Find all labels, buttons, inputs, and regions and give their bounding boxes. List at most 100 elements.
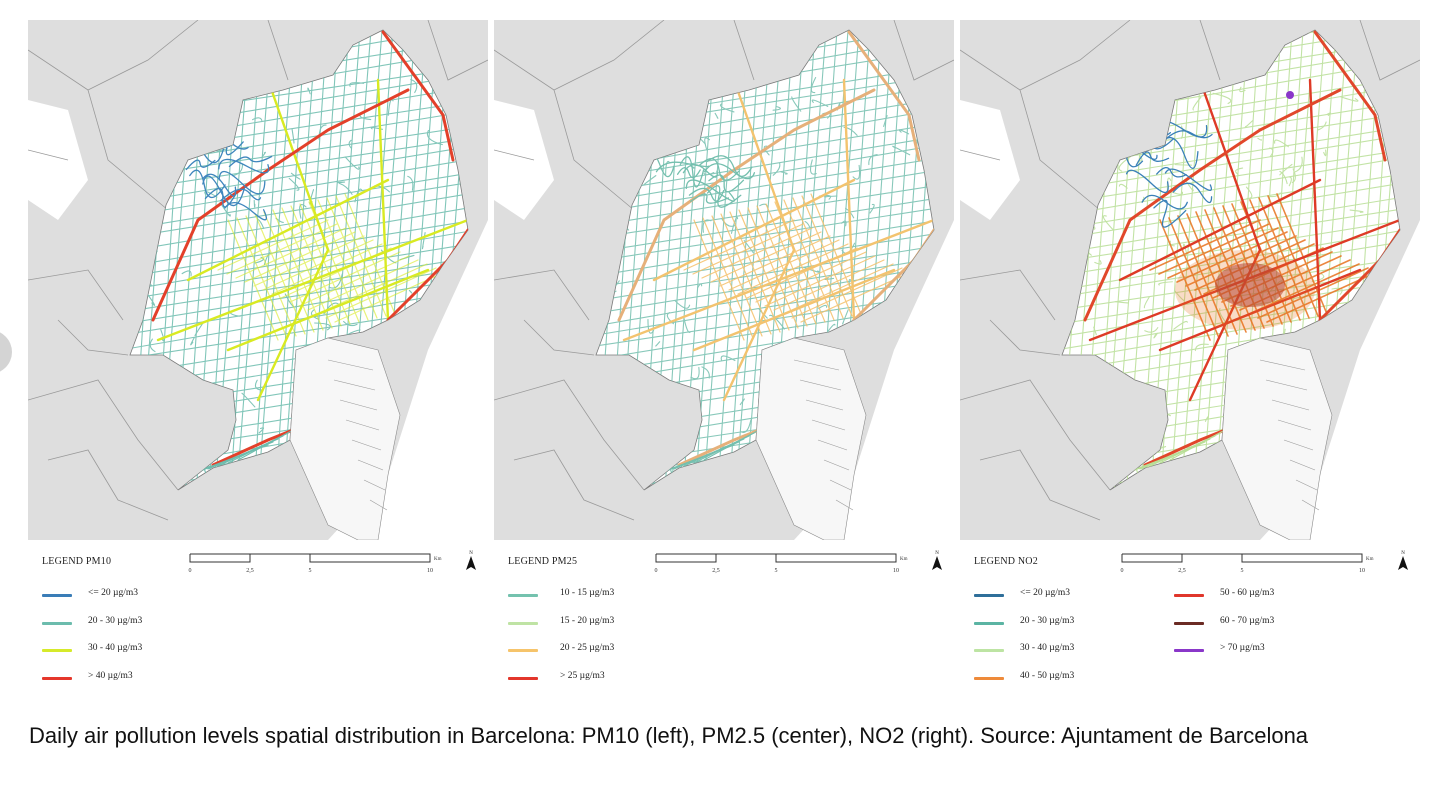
scale-tick-label: 2,5	[246, 568, 254, 574]
legend-pm25: LEGEND PM25 0 2,5 5 10 Km N 10 - 15 µg/m3 15 - …	[494, 548, 954, 698]
boundary-line	[494, 20, 665, 91]
avenue-line	[376, 78, 390, 322]
scale-tick-label: 10	[427, 568, 433, 574]
street-curve	[809, 159, 817, 175]
street-curve	[1102, 215, 1115, 231]
street-curve	[1268, 147, 1274, 158]
grid-street	[1249, 199, 1301, 321]
scale-tick-label: 2,5	[712, 568, 720, 574]
legend-swatch	[1174, 621, 1204, 625]
street-curve	[1174, 164, 1193, 166]
street-line	[1062, 218, 1400, 280]
street-curve	[253, 199, 256, 208]
street-curve	[701, 366, 710, 379]
street-curve	[683, 317, 691, 333]
street-curve	[703, 171, 715, 176]
street-curve	[719, 103, 735, 113]
grid-street	[692, 223, 804, 275]
grid-street	[1176, 231, 1288, 283]
avenue-corridors	[156, 78, 468, 402]
scale-bar: 0 2,5 5 10 Km	[1121, 553, 1374, 574]
grid-street	[290, 205, 342, 327]
street-curve	[314, 322, 331, 331]
map-panel-no2	[960, 20, 1420, 540]
hill-road	[1135, 151, 1170, 166]
dock-line	[835, 499, 854, 511]
side-tab-handle[interactable]	[0, 330, 12, 374]
legend-swatch	[42, 594, 72, 597]
street-line	[130, 276, 468, 338]
grid-street	[1186, 213, 1238, 335]
street-curve	[898, 129, 910, 135]
hill-road	[218, 158, 270, 174]
street-curve	[349, 82, 365, 87]
street-curve	[720, 355, 736, 362]
street-curve	[408, 289, 413, 294]
port-docks	[327, 359, 388, 511]
dock-line	[1277, 419, 1312, 431]
dock-line	[811, 419, 846, 431]
legend-item-label: 20 - 25 µg/m3	[560, 643, 615, 653]
legend-swatch	[508, 649, 538, 652]
avenue-line	[1118, 178, 1322, 282]
avenue-line	[722, 78, 796, 402]
grid-street	[1159, 219, 1211, 341]
grid-street	[1195, 211, 1247, 333]
legend-item-label: 20 - 30 µg/m3	[88, 615, 143, 626]
legend-swatch	[42, 649, 72, 652]
street-curve	[288, 177, 300, 191]
north-label: N	[469, 551, 473, 556]
street-curve	[307, 87, 311, 95]
ring-road-segment	[1143, 428, 1227, 467]
street-curve	[804, 220, 811, 228]
hill-road	[655, 161, 710, 173]
street-curve	[232, 163, 243, 177]
street-curve	[892, 145, 911, 156]
boundary-line	[733, 20, 755, 81]
avenue-line	[1188, 78, 1262, 402]
scale-tick-label: 10	[893, 568, 899, 574]
scale-tick-label: 5	[1241, 568, 1244, 574]
street-curve	[190, 336, 195, 346]
street-curve	[642, 175, 657, 186]
street-curve	[346, 329, 361, 336]
legend-item-label: 10 - 15 µg/m3	[560, 588, 615, 598]
dock-line	[817, 439, 848, 451]
scale-tick-label: 0	[1121, 568, 1124, 574]
ring-road-segment	[381, 30, 455, 162]
avenue-line	[842, 78, 856, 322]
dock-line	[823, 459, 850, 471]
dock-line	[1301, 499, 1320, 511]
scale-tick-label: 0	[655, 568, 658, 574]
legend-item-label: 15 - 20 µg/m3	[560, 615, 615, 626]
grid-street	[792, 197, 844, 319]
street-line	[130, 171, 468, 233]
street-curve	[1279, 170, 1288, 185]
north-arrow-shape	[466, 556, 476, 570]
ring-road-segment	[211, 428, 295, 467]
street-curve	[883, 115, 888, 128]
legend-no2: LEGEND NO2 0 2,5 5 10 Km N <= 20 µg/m3 20 - 30 …	[960, 548, 1420, 698]
legend-swatch	[1174, 594, 1204, 597]
street-curve	[818, 304, 828, 310]
street-curve	[1093, 326, 1097, 336]
street-curve	[842, 309, 849, 325]
dock-line	[805, 399, 844, 411]
scale-tick-label: 2,5	[1178, 568, 1186, 574]
street-line	[130, 219, 468, 281]
street-curve	[263, 252, 271, 266]
street-curve	[868, 153, 878, 166]
dock-line	[339, 399, 378, 411]
grid-street	[756, 205, 808, 327]
street-curve	[257, 218, 265, 230]
zf-street	[237, 429, 294, 461]
dock-line	[829, 479, 852, 491]
grid-street	[1248, 263, 1360, 315]
boundary-line	[523, 319, 595, 356]
north-label: N	[1401, 551, 1405, 556]
sea-area	[794, 220, 954, 540]
hill-road	[204, 187, 237, 208]
grid-street	[720, 213, 772, 335]
dock-line	[1289, 459, 1316, 471]
boundary-line	[47, 449, 169, 521]
